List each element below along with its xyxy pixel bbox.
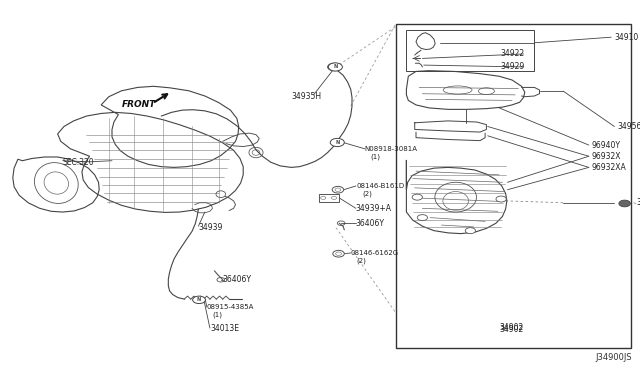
Circle shape: [465, 228, 476, 234]
Text: 34935H: 34935H: [292, 92, 322, 101]
Text: (2): (2): [356, 258, 366, 264]
Text: 34956P: 34956P: [617, 122, 640, 131]
Text: FRONT: FRONT: [122, 100, 156, 109]
Text: (2): (2): [362, 191, 372, 198]
Circle shape: [417, 215, 428, 221]
Text: 36406Y: 36406Y: [223, 275, 252, 284]
Circle shape: [496, 196, 506, 202]
Text: 34929: 34929: [500, 62, 525, 71]
Text: 34922: 34922: [500, 49, 525, 58]
Text: 96932X: 96932X: [592, 152, 621, 161]
Bar: [396, 24, 631, 348]
Text: N08918-3081A: N08918-3081A: [365, 146, 418, 152]
Circle shape: [619, 200, 630, 207]
Text: 34013E: 34013E: [210, 324, 239, 333]
Text: SEC.320: SEC.320: [63, 158, 94, 167]
Circle shape: [328, 63, 342, 71]
Text: 96932XA: 96932XA: [592, 163, 627, 172]
Text: N: N: [333, 64, 337, 70]
Text: 34939: 34939: [198, 223, 223, 232]
Text: 34013B: 34013B: [637, 198, 640, 207]
Text: 08146-B161D: 08146-B161D: [356, 183, 404, 189]
Text: J34900JS: J34900JS: [596, 353, 632, 362]
Text: 34902: 34902: [500, 323, 524, 332]
Bar: [406, 30, 534, 71]
Circle shape: [412, 194, 422, 200]
Text: 08146-6162G: 08146-6162G: [351, 250, 399, 256]
Text: 34902: 34902: [500, 325, 524, 334]
Text: (1): (1): [370, 154, 380, 160]
Text: 34939+A: 34939+A: [356, 204, 392, 213]
Text: (1): (1): [212, 312, 223, 318]
Text: 34910: 34910: [614, 33, 639, 42]
Text: N: N: [197, 297, 201, 302]
Text: 36406Y: 36406Y: [356, 219, 385, 228]
Circle shape: [332, 186, 344, 193]
Text: N: N: [335, 140, 339, 145]
Text: 96940Y: 96940Y: [592, 141, 621, 150]
Circle shape: [193, 296, 205, 304]
Text: 08915-4385A: 08915-4385A: [207, 304, 254, 310]
Circle shape: [328, 63, 340, 71]
Circle shape: [330, 138, 344, 147]
Bar: [319, 194, 339, 202]
Circle shape: [333, 250, 344, 257]
